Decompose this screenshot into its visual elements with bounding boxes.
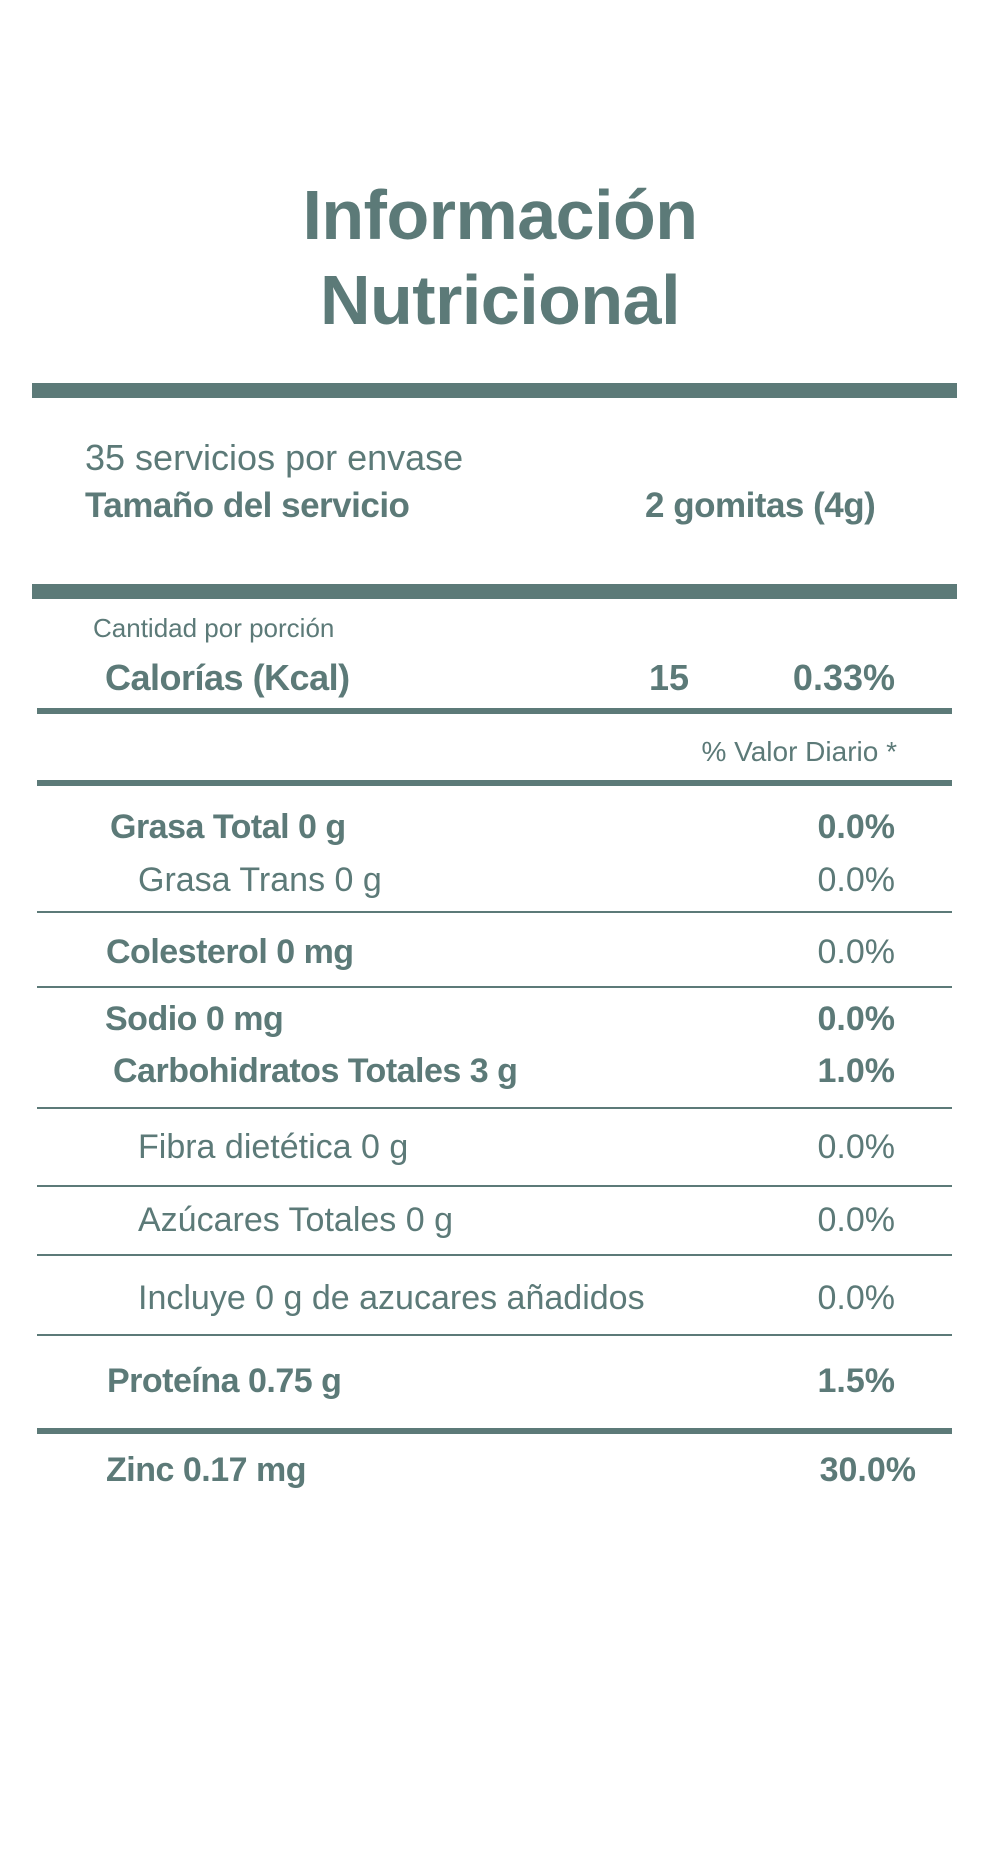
nutrient-percent-trans-fat: 0.0% [817,861,896,899]
nutrient-label-total-fat: Grasa Total 0 g [110,808,346,846]
divider-thick [32,383,957,398]
nutrient-percent-added-sugars: 0.0% [817,1279,896,1317]
calories-label: Calorías (Kcal) [105,657,350,698]
nutrient-percent-fiber: 0.0% [817,1128,896,1166]
divider-medium [37,1428,952,1434]
nutrient-label-cholesterol: Colesterol 0 mg [106,933,354,971]
nutrient-percent-sodium: 0.0% [817,1000,896,1038]
nutrient-percent-total-carbs: 1.0% [817,1052,896,1090]
title-line-2: Nutricional [319,261,681,339]
divider-thin [37,1334,952,1336]
daily-value-header: % Valor Diario * [701,736,897,767]
nutrient-percent-zinc: 30.0% [819,1451,916,1489]
nutrient-label-protein: Proteína 0.75 g [107,1362,342,1400]
calories-value: 15 [649,657,690,698]
divider-thin [37,986,952,988]
serving-size-label: Tamaño del servicio [85,486,410,525]
amount-per-serving-label: Cantidad por porción [93,613,335,643]
divider-thin [37,911,952,913]
serving-size-value: 2 gomitas (4g) [645,486,876,525]
nutrient-label-trans-fat: Grasa Trans 0 g [138,861,382,899]
servings-per-container: 35 servicios por envase [85,437,464,478]
divider-thin [37,1254,952,1256]
nutrient-label-sodium: Sodio 0 mg [105,1000,284,1038]
divider-medium [37,780,952,786]
calories-percent: 0.33% [792,657,895,698]
divider-medium [37,708,952,714]
nutrient-label-total-sugars: Azúcares Totales 0 g [138,1201,453,1239]
nutrient-percent-total-fat: 0.0% [817,808,896,846]
nutrient-percent-protein: 1.5% [817,1362,896,1400]
nutrient-label-zinc: Zinc 0.17 mg [106,1451,306,1489]
nutrient-label-total-carbs: Carbohidratos Totales 3 g [113,1052,518,1090]
nutrient-label-added-sugars: Incluye 0 g de azucares añadidos [138,1279,645,1317]
divider-thin [37,1107,952,1109]
nutrient-percent-cholesterol: 0.0% [817,933,896,971]
nutrient-label-fiber: Fibra dietética 0 g [138,1128,409,1166]
nutrient-percent-total-sugars: 0.0% [817,1201,896,1239]
divider-thin [37,1185,952,1187]
title-line-1: Información [302,176,698,254]
divider-thick [32,584,957,599]
